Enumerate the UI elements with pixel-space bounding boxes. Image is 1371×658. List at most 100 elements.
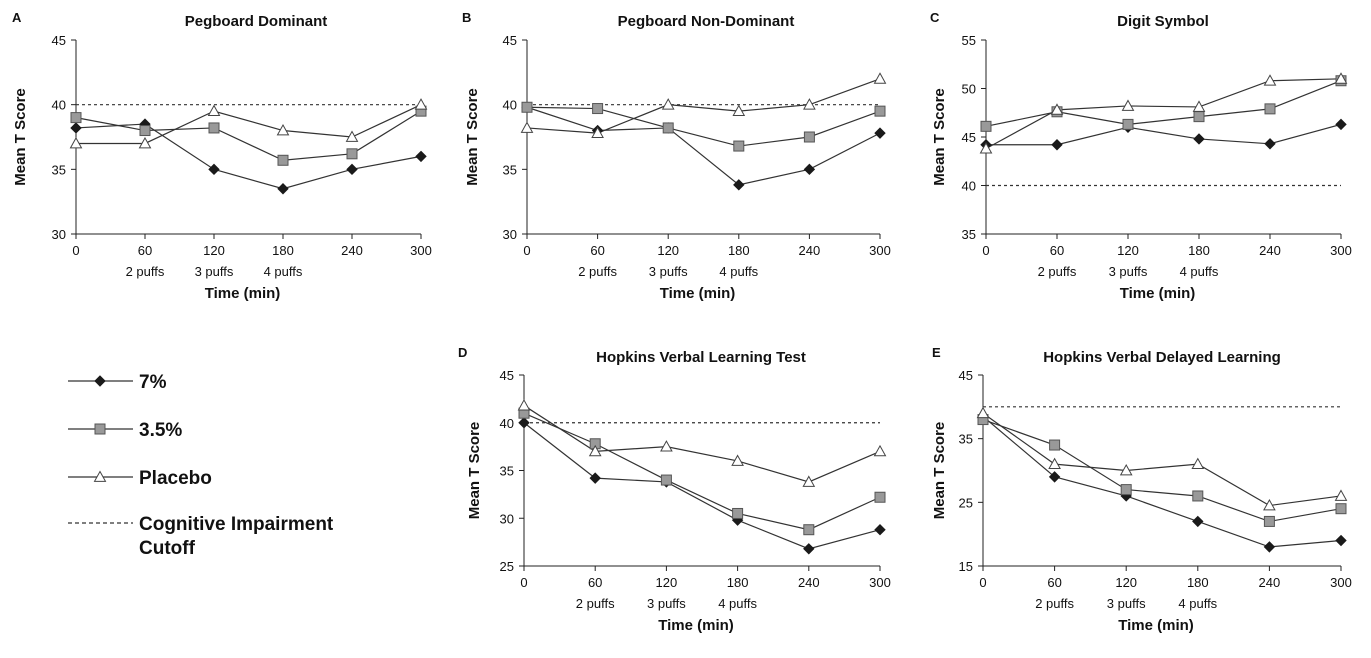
- x-tick-label: 180: [272, 243, 294, 258]
- chart-panel-e: E Hopkins Verbal Delayed Learning 15 25 35 45…: [931, 345, 1352, 634]
- data-point-triangle: [207, 104, 221, 117]
- data-point-square: [1263, 515, 1275, 527]
- x-tick-label: 300: [1330, 243, 1352, 258]
- data-point-square: [70, 112, 82, 124]
- data-point-triangle: [345, 130, 359, 142]
- data-point-triangle: [1334, 72, 1348, 84]
- x-puff-label: 2 puffs: [1035, 596, 1074, 611]
- y-tick-label: 45: [500, 368, 514, 383]
- x-puff-label: 2 puffs: [1038, 264, 1077, 279]
- data-point-square: [980, 120, 992, 132]
- y-axis-label: Mean T Score: [12, 88, 29, 186]
- data-point-triangle: [1119, 463, 1133, 476]
- y-tick-label: 35: [962, 227, 976, 242]
- x-tick-label: 60: [588, 575, 602, 590]
- x-puff-label: 3 puffs: [195, 264, 234, 279]
- y-tick-label: 45: [52, 33, 66, 48]
- x-tick-label: 300: [410, 243, 432, 258]
- x-axis-label: Time (min): [658, 617, 734, 634]
- x-tick-label: 180: [1187, 575, 1209, 590]
- y-axis-label: Mean T Score: [931, 422, 948, 520]
- data-point-triangle: [1192, 100, 1206, 112]
- x-tick-label: 60: [138, 243, 152, 258]
- data-point-triangle: [1050, 103, 1064, 115]
- chart-panel-a: A Pegboard Dominant 30 35 40 45 0 60 2 puffs 120 3…: [12, 10, 432, 302]
- data-point-square: [874, 105, 886, 117]
- data-point-triangle: [1263, 498, 1276, 511]
- data-point-triangle: [873, 444, 887, 457]
- data-point-diamond: [346, 163, 358, 176]
- data-point-square: [660, 474, 672, 486]
- data-point-diamond: [1192, 515, 1204, 528]
- data-point-triangle: [976, 406, 990, 419]
- data-point-square: [1192, 490, 1204, 502]
- data-point-square: [139, 125, 151, 137]
- y-tick-label: 35: [503, 162, 517, 177]
- x-puff-label: 4 puffs: [264, 264, 303, 279]
- x-tick-label: 60: [590, 243, 604, 258]
- data-point-diamond: [1193, 133, 1205, 145]
- x-tick-label: 60: [1047, 575, 1061, 590]
- chart-title: Hopkins Verbal Delayed Learning: [1043, 349, 1281, 366]
- chart-panel-b: B Pegboard Non-Dominant 30 35 40 45 0 60 2 puffs…: [462, 10, 891, 302]
- x-tick-label: 300: [869, 575, 891, 590]
- data-point-square: [732, 507, 744, 519]
- series-line-square: [523, 412, 881, 531]
- x-puff-label: 3 puffs: [1107, 596, 1146, 611]
- y-tick-label: 25: [500, 559, 514, 574]
- x-tick-label: 120: [656, 575, 678, 590]
- x-tick-label: 300: [869, 243, 891, 258]
- x-tick-label: 240: [1259, 243, 1281, 258]
- series-line-diamond: [982, 415, 1342, 548]
- data-point-diamond: [277, 183, 289, 195]
- chart-panel-c: C Digit Symbol 35 40 45 50 55 0 60 2 puffs 120 3 pu…: [930, 10, 1352, 302]
- y-tick-label: 45: [959, 368, 973, 383]
- series-line-square: [985, 80, 1342, 127]
- legend-item: 3.5%: [68, 420, 182, 441]
- data-point-triangle: [1263, 74, 1277, 86]
- x-puff-label: 2 puffs: [576, 596, 615, 611]
- data-point-triangle: [517, 399, 531, 411]
- data-point-triangle: [803, 98, 816, 110]
- data-point-square: [208, 122, 220, 134]
- x-tick-label: 240: [799, 243, 821, 258]
- x-axis-label: Time (min): [1120, 285, 1196, 302]
- legend-item: 7%: [68, 372, 167, 393]
- chart-title: Hopkins Verbal Learning Test: [596, 349, 806, 366]
- panel-letter: D: [458, 345, 467, 360]
- panel-letter: B: [462, 10, 471, 25]
- data-point-square: [346, 148, 358, 160]
- data-point-triangle: [1334, 489, 1348, 501]
- legend-item: Cognitive Impairment Cutoff: [68, 514, 334, 559]
- legend-label: 7%: [139, 372, 167, 393]
- data-point-square: [803, 131, 815, 143]
- data-point-triangle: [873, 72, 887, 84]
- x-tick-label: 120: [657, 243, 679, 258]
- data-point-diamond: [208, 163, 220, 176]
- data-point-triangle: [661, 98, 675, 110]
- data-point-square: [662, 122, 674, 134]
- data-point-triangle: [732, 104, 746, 117]
- data-point-triangle: [1048, 457, 1061, 470]
- x-tick-label: 300: [1330, 575, 1352, 590]
- data-point-square: [277, 154, 289, 166]
- legend-marker-diamond: [94, 375, 106, 387]
- y-axis-label: Mean T Score: [464, 88, 481, 186]
- x-puff-label: 3 puffs: [647, 596, 686, 611]
- data-point-diamond: [733, 179, 745, 191]
- legend-marker-square: [94, 423, 106, 435]
- data-point-triangle: [138, 136, 152, 149]
- data-point-square: [1193, 111, 1205, 123]
- data-point-diamond: [1335, 118, 1347, 131]
- y-tick-label: 30: [503, 227, 517, 242]
- data-point-square: [803, 524, 815, 536]
- data-point-triangle: [591, 126, 604, 139]
- chart-panel-d: D Hopkins Verbal Learning Test 25 30 35 40 45 0…: [458, 345, 891, 634]
- y-axis-label: Mean T Score: [466, 422, 483, 520]
- x-axis-label: Time (min): [1118, 617, 1194, 634]
- y-tick-label: 45: [962, 130, 976, 145]
- x-tick-label: 180: [728, 243, 750, 258]
- x-tick-label: 120: [1115, 575, 1137, 590]
- data-point-square: [1264, 103, 1276, 115]
